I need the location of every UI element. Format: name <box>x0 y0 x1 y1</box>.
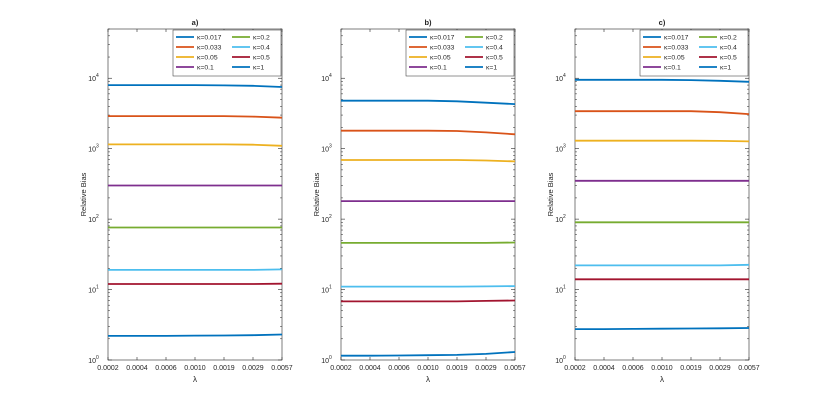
y-tick-exponent: 3 <box>563 144 566 150</box>
y-tick-exponent: 3 <box>329 144 332 150</box>
x-axis-label: λ <box>193 375 197 384</box>
legend-label: κ=0.017 <box>664 35 689 42</box>
x-tick-label: 0.0057 <box>738 365 760 372</box>
y-tick-label: 10 <box>321 217 329 224</box>
y-tick-label: 10 <box>88 217 96 224</box>
legend-label: κ=0.05 <box>664 55 685 62</box>
chart-title: b) <box>424 18 432 27</box>
x-tick-label: 0.0006 <box>622 365 644 372</box>
x-tick-label: 0.0019 <box>680 365 702 372</box>
legend-label: κ=0.017 <box>197 35 222 42</box>
y-tick-exponent: 0 <box>96 355 99 361</box>
legend-label: κ=0.5 <box>720 55 737 62</box>
x-tick-label: 0.0019 <box>446 365 468 372</box>
y-tick-label: 10 <box>555 76 563 83</box>
y-tick-label: 10 <box>321 288 329 295</box>
x-tick-label: 0.0004 <box>359 365 381 372</box>
legend-label: κ=0.2 <box>253 35 270 42</box>
legend-label: κ=0.1 <box>197 65 214 72</box>
y-tick-exponent: 1 <box>329 285 332 291</box>
legend-label: κ=0.033 <box>664 45 689 52</box>
legend-label: κ=0.017 <box>430 35 455 42</box>
series-line <box>575 265 749 266</box>
x-tick-label: 0.0029 <box>709 365 731 372</box>
y-tick-exponent: 1 <box>563 285 566 291</box>
x-axis-label: λ <box>660 375 664 384</box>
x-tick-label: 0.0029 <box>242 365 264 372</box>
y-axis-label: Relative Bias <box>79 172 88 216</box>
legend-label: κ=0.4 <box>253 45 270 52</box>
y-tick-label: 10 <box>555 288 563 295</box>
y-tick-exponent: 2 <box>329 214 332 220</box>
x-tick-label: 0.0004 <box>593 365 615 372</box>
x-tick-label: 0.0010 <box>417 365 439 372</box>
y-tick-exponent: 4 <box>329 73 332 79</box>
chart-title: a) <box>192 18 199 27</box>
legend-label: κ=0.5 <box>486 55 503 62</box>
y-tick-label: 10 <box>555 147 563 154</box>
x-tick-label: 0.0002 <box>330 365 352 372</box>
legend-label: κ=1 <box>720 65 731 72</box>
legend-label: κ=1 <box>486 65 497 72</box>
legend-label: κ=0.2 <box>486 35 503 42</box>
y-tick-exponent: 1 <box>96 285 99 291</box>
y-axis-label: Relative Bias <box>312 172 321 216</box>
y-tick-exponent: 2 <box>563 214 566 220</box>
y-tick-label: 10 <box>88 76 96 83</box>
y-axis-label: Relative Bias <box>546 172 555 216</box>
y-tick-exponent: 4 <box>96 73 99 79</box>
y-tick-exponent: 0 <box>563 355 566 361</box>
y-tick-exponent: 4 <box>563 73 566 79</box>
x-tick-label: 0.0057 <box>504 365 526 372</box>
y-tick-label: 10 <box>321 147 329 154</box>
legend-label: κ=0.033 <box>197 45 222 52</box>
x-tick-label: 0.0010 <box>184 365 206 372</box>
x-axis-label: λ <box>426 375 430 384</box>
y-tick-label: 10 <box>88 358 96 365</box>
legend-label: κ=0.1 <box>430 65 447 72</box>
series-line <box>575 141 749 142</box>
x-tick-label: 0.0002 <box>97 365 119 372</box>
x-tick-label: 0.0004 <box>126 365 148 372</box>
y-tick-label: 10 <box>321 358 329 365</box>
axes-box <box>108 29 282 360</box>
x-tick-label: 0.0019 <box>213 365 235 372</box>
x-tick-label: 0.0006 <box>388 365 410 372</box>
y-tick-label: 10 <box>555 217 563 224</box>
series-line <box>341 301 515 302</box>
x-tick-label: 0.0002 <box>564 365 586 372</box>
y-tick-label: 10 <box>88 288 96 295</box>
x-tick-label: 0.0057 <box>271 365 293 372</box>
legend-label: κ=1 <box>253 65 264 72</box>
legend-label: κ=0.4 <box>486 45 503 52</box>
legend-label: κ=0.05 <box>197 55 218 62</box>
series-line <box>108 269 282 270</box>
x-tick-label: 0.0029 <box>475 365 497 372</box>
legend-label: κ=0.2 <box>720 35 737 42</box>
y-tick-label: 10 <box>555 358 563 365</box>
legend-label: κ=0.4 <box>720 45 737 52</box>
y-tick-label: 10 <box>88 147 96 154</box>
legend-label: κ=0.033 <box>430 45 455 52</box>
y-tick-label: 10 <box>321 76 329 83</box>
x-tick-label: 0.0010 <box>651 365 673 372</box>
legend-label: κ=0.1 <box>664 65 681 72</box>
series-line <box>341 286 515 287</box>
y-tick-exponent: 3 <box>96 144 99 150</box>
y-tick-exponent: 2 <box>96 214 99 220</box>
x-tick-label: 0.0006 <box>155 365 177 372</box>
chart-title: c) <box>659 18 666 27</box>
legend-label: κ=0.05 <box>430 55 451 62</box>
axes-box <box>341 29 515 360</box>
axes-box <box>575 29 749 360</box>
legend-label: κ=0.5 <box>253 55 270 62</box>
y-tick-exponent: 0 <box>329 355 332 361</box>
